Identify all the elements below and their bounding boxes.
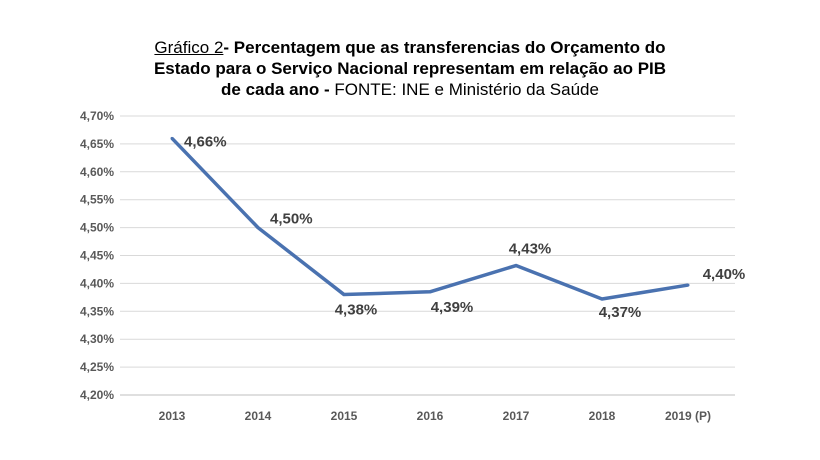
x-tick-label: 2013 <box>159 409 186 423</box>
x-tick-label: 2015 <box>331 409 358 423</box>
x-tick-label: 2016 <box>417 409 444 423</box>
data-label: 4,38% <box>335 302 378 319</box>
data-label: 4,50% <box>270 211 313 228</box>
y-tick-label: 4,45% <box>80 249 114 263</box>
data-point <box>686 283 690 287</box>
y-tick-label: 4,60% <box>80 165 114 179</box>
data-point <box>342 293 346 297</box>
y-tick-label: 4,20% <box>80 388 114 402</box>
chart-title-line1: - Percentagem que as transferencias do O… <box>223 38 666 57</box>
y-tick-label: 4,55% <box>80 193 114 207</box>
y-tick-label: 4,35% <box>80 304 114 318</box>
x-tick-label: 2019 (P) <box>665 409 711 423</box>
chart-title-line2: Estado para o Serviço Nacional represent… <box>153 59 667 78</box>
x-tick-label: 2017 <box>503 409 530 423</box>
data-label: 4,37% <box>599 304 642 321</box>
series-line <box>170 137 689 301</box>
data-point <box>514 264 518 268</box>
data-point <box>170 136 174 140</box>
y-tick-label: 4,65% <box>80 137 114 151</box>
chart-title: Gráfico 2- Percentagem que as transferen… <box>0 37 820 100</box>
y-tick-label: 4,30% <box>80 332 114 346</box>
y-tick-label: 4,50% <box>80 221 114 235</box>
data-label: 4,39% <box>431 299 474 316</box>
chart-title-prefix: Gráfico 2 <box>154 38 224 57</box>
data-point <box>428 290 432 294</box>
data-label: 4,43% <box>509 241 552 258</box>
y-tick-label: 4,40% <box>80 276 114 290</box>
y-tick-label: 4,25% <box>80 360 114 374</box>
chart-title-line3: de cada ano - <box>221 80 335 99</box>
x-tick-label: 2014 <box>245 409 272 423</box>
data-point <box>600 297 604 301</box>
chart-title-source: FONTE: INE e Ministério da Saúde <box>334 80 599 99</box>
data-label: 4,40% <box>703 266 746 283</box>
x-tick-label: 2018 <box>589 409 616 423</box>
data-label: 4,66% <box>184 133 227 150</box>
y-tick-label: 4,70% <box>80 109 114 123</box>
data-point <box>256 226 260 230</box>
